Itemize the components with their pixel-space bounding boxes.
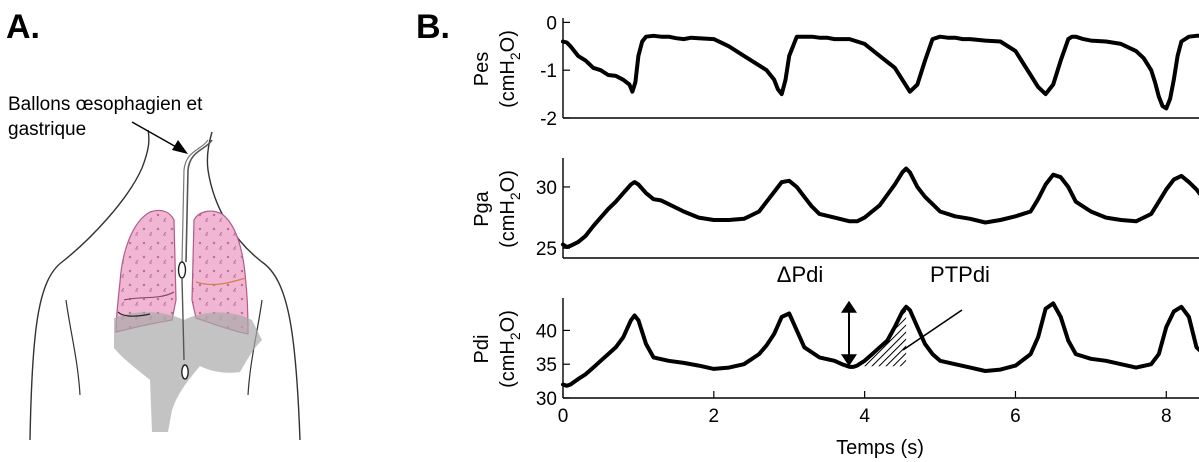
pes-ytick-label: 0 <box>546 13 557 34</box>
pga-ytick-label: 30 <box>536 178 557 199</box>
pga-ylabel-unit: (cmH2O) <box>497 170 523 248</box>
balloon-label: Ballons œsophagien et gastrique <box>8 92 202 142</box>
catheter <box>185 139 213 263</box>
pdi-ytick-label: 35 <box>536 355 557 376</box>
balloon-arrowhead <box>172 140 188 154</box>
delta-arrow-head-up <box>841 300 857 313</box>
xtick-label: 0 <box>558 406 569 427</box>
ptp-hatched-area <box>853 306 907 367</box>
pdi-series-line <box>561 301 1199 388</box>
pes-ytick-label: -2 <box>540 109 557 130</box>
pes-series-line <box>561 33 1199 111</box>
pdi-ylabel-main: Pdi <box>471 335 493 364</box>
x-axis-label: Temps (s) <box>836 437 924 459</box>
ptpdi-label: PTPdi <box>930 262 990 287</box>
pes-ylabel-unit: (cmH2O) <box>497 30 523 108</box>
pes-ytick-label: -1 <box>540 61 557 82</box>
pga-ytick-label: 25 <box>536 239 557 260</box>
pdi-ylabel-unit: (cmH2O) <box>497 310 523 388</box>
delta-arrow-head-down <box>841 354 857 367</box>
pga-ylabel-main: Pga <box>471 190 493 226</box>
gastric-balloon <box>181 364 189 380</box>
balloon-label-line1: Ballons œsophagien et <box>8 94 203 115</box>
body-outline <box>29 129 150 441</box>
pga-series-line <box>561 166 1199 249</box>
delta-pdi-label: ΔPdi <box>777 262 824 287</box>
balloon-label-line2: gastrique <box>8 119 87 140</box>
body-outline-right <box>206 131 301 441</box>
pes-ylabel-main: Pes <box>471 52 493 86</box>
xtick-label: 2 <box>709 406 720 427</box>
torso-illustration <box>29 121 301 441</box>
panel-a-label: A. <box>6 8 40 46</box>
xtick-label: 4 <box>859 406 870 427</box>
xtick-label: 8 <box>1161 406 1172 427</box>
ptpdi-pointer <box>902 309 963 351</box>
panel-b-label: B. <box>416 8 450 46</box>
pdi-ytick-label: 40 <box>536 321 557 342</box>
xtick-label: 6 <box>1010 406 1021 427</box>
pdi-ytick-label: 30 <box>536 389 557 410</box>
